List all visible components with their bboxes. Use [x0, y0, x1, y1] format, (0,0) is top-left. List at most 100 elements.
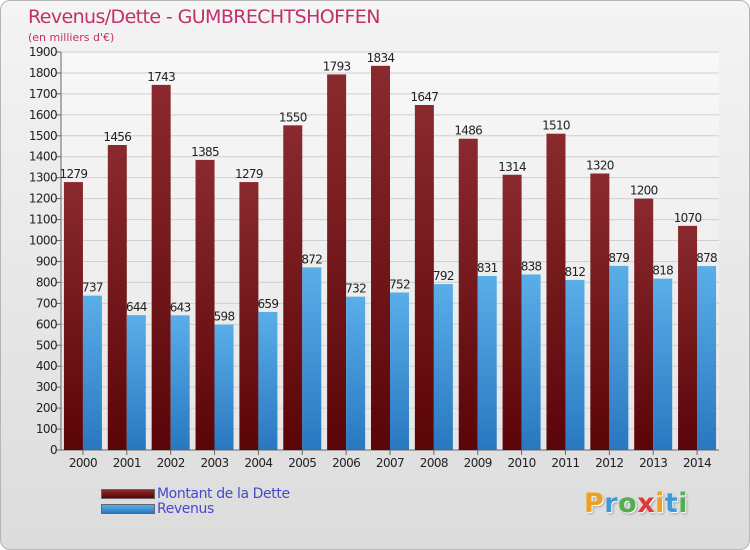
- y-tick-label: 900: [36, 254, 57, 268]
- y-tick-label: 200: [36, 401, 57, 415]
- bar-dette: [283, 125, 303, 450]
- y-tick-label: 1400: [29, 150, 57, 164]
- data-label-revenus: 644: [126, 300, 147, 314]
- x-tick-label: 2000: [69, 456, 97, 470]
- data-label-dette: 1456: [103, 130, 131, 144]
- data-label-revenus: 752: [389, 277, 410, 291]
- bar-revenus: [565, 279, 585, 450]
- y-tick-label: 1200: [29, 192, 57, 206]
- data-label-revenus: 598: [214, 310, 235, 324]
- bar-revenus: [82, 295, 102, 450]
- logo-letter: x: [637, 488, 656, 519]
- data-label-dette: 1647: [410, 90, 438, 104]
- x-tick-label: 2007: [376, 456, 404, 470]
- bar-revenus: [653, 278, 673, 450]
- data-label-revenus: 879: [608, 251, 629, 265]
- y-tick-label: 600: [36, 317, 57, 331]
- data-label-revenus: 838: [521, 259, 542, 273]
- y-tick-label: 1100: [29, 213, 57, 227]
- y-tick-label: 1700: [29, 87, 57, 101]
- bar-dette: [678, 225, 698, 450]
- data-label-dette: 1486: [454, 124, 482, 138]
- y-tick-label: 1500: [29, 129, 57, 143]
- data-label-revenus: 818: [652, 264, 673, 278]
- data-label-dette: 1743: [147, 70, 175, 84]
- legend-label-debt: Montant de la Dette: [157, 486, 290, 502]
- data-label-revenus: 792: [433, 269, 454, 283]
- bar-revenus: [609, 265, 629, 450]
- data-label-dette: 1385: [191, 145, 219, 159]
- data-label-dette: 1314: [498, 160, 526, 174]
- y-tick-label: 1600: [29, 108, 57, 122]
- data-label-revenus: 878: [696, 251, 717, 265]
- legend-swatch-revenus: [101, 504, 155, 514]
- data-label-dette: 1070: [674, 211, 702, 225]
- data-label-revenus: 643: [170, 300, 191, 314]
- bar-dette: [151, 84, 171, 451]
- data-label-dette: 1550: [279, 110, 307, 124]
- x-tick-label: 2011: [551, 456, 579, 470]
- x-tick-label: 2002: [157, 456, 185, 470]
- y-tick-label: 300: [36, 380, 57, 394]
- bar-dette: [634, 198, 654, 450]
- data-label-dette: 1834: [367, 51, 395, 65]
- y-tick-label: 1000: [29, 234, 57, 248]
- x-tick-label: 2009: [464, 456, 492, 470]
- bar-revenus: [433, 284, 453, 450]
- y-tick-label: 1900: [29, 45, 57, 59]
- logo-letter: P: [584, 488, 605, 519]
- chart-title: Revenus/Dette - GUMBRECHTSHOFFEN: [28, 6, 380, 28]
- bar-dette: [590, 173, 610, 450]
- bar-revenus: [346, 296, 366, 450]
- x-tick-label: 2014: [683, 456, 711, 470]
- y-tick-label: 800: [36, 275, 57, 289]
- y-tick-label: 700: [36, 296, 57, 310]
- bar-revenus: [390, 292, 409, 450]
- data-label-dette: 1510: [542, 119, 570, 133]
- data-label-dette: 1793: [323, 59, 351, 73]
- data-label-dette: 1200: [630, 184, 658, 198]
- logo-letter: r: [604, 488, 619, 519]
- bar-dette: [371, 65, 390, 451]
- x-tick-label: 2010: [508, 456, 536, 470]
- x-tick-label: 2013: [639, 456, 667, 470]
- bar-revenus: [477, 275, 497, 450]
- data-label-dette: 1279: [60, 167, 88, 181]
- bar-dette: [546, 133, 566, 450]
- y-tick-label: 400: [36, 359, 57, 373]
- x-tick-label: 2005: [288, 456, 316, 470]
- bar-revenus: [214, 324, 234, 450]
- bar-dette: [63, 182, 83, 450]
- x-tick-label: 2003: [200, 456, 228, 470]
- unit-label: (en milliers d'€): [28, 31, 115, 44]
- data-label-revenus: 732: [345, 282, 366, 296]
- logo-letter: o: [618, 488, 638, 519]
- bar-dette: [327, 74, 347, 450]
- data-label-dette: 1279: [235, 167, 263, 181]
- logo-letter: i: [655, 488, 665, 519]
- legend-label-revenus: Revenus: [157, 501, 214, 517]
- bar-revenus: [521, 274, 541, 450]
- y-tick-label: 1800: [29, 66, 57, 80]
- y-tick-label: 500: [36, 338, 57, 352]
- data-label-revenus: 737: [82, 281, 103, 295]
- bar-dette: [107, 145, 127, 450]
- bar-dette: [458, 138, 478, 450]
- data-label-dette: 1320: [586, 158, 614, 172]
- bar-revenus: [126, 315, 146, 450]
- bar-dette: [502, 174, 522, 450]
- x-tick-label: 2012: [595, 456, 623, 470]
- x-tick-label: 2001: [113, 456, 141, 470]
- data-label-revenus: 659: [257, 297, 278, 311]
- data-label-revenus: 831: [477, 261, 498, 275]
- x-tick-label: 2006: [332, 456, 360, 470]
- y-tick-label: 1300: [29, 171, 57, 185]
- y-tick-label: 0: [50, 443, 57, 457]
- logo-letter: i: [678, 488, 689, 519]
- bar-revenus: [258, 311, 278, 450]
- bar-revenus: [302, 267, 322, 450]
- data-label-revenus: 812: [565, 265, 586, 279]
